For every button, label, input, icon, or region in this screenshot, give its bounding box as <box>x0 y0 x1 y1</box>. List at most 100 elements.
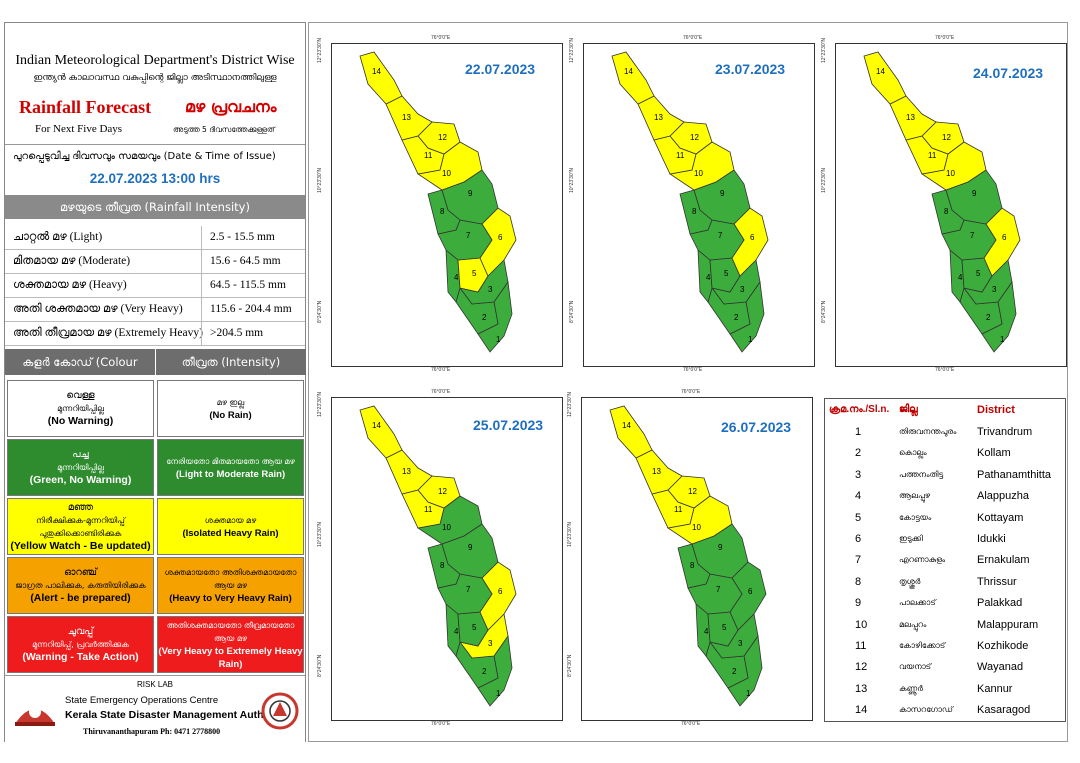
district-label: 4 <box>454 627 459 636</box>
district-shape-14 <box>863 51 907 105</box>
district-label: 2 <box>734 313 739 322</box>
district-row: 1 തിരുവനന്തപുരം Trivandrum <box>825 421 1065 442</box>
district-number: 8 <box>855 575 862 588</box>
district-row: 14 കാസറഗോഡ് Kasaragod <box>825 699 1065 720</box>
intensity-range: 64.5 - 115.5 mm <box>210 279 286 291</box>
intensity-desc-ml: ശക്തമായ മഴ <box>204 515 257 525</box>
header-block: Indian Meteorological Department's Distr… <box>5 23 305 143</box>
district-row: 13 കണ്ണൂർ Kannur <box>825 678 1065 699</box>
title-ml: ഇന്ത്യൻ കാലാവസ്ഥ വകുപ്പിന്റെ ജില്ലാ അടിസ… <box>33 73 277 83</box>
map-date: 24.07.2023 <box>973 65 1044 81</box>
latitude-label: 8°24'30"N <box>317 300 323 323</box>
district-number: 10 <box>855 618 868 631</box>
map-date: 25.07.2023 <box>473 417 544 433</box>
district-label: 1 <box>496 689 501 698</box>
district-label: 6 <box>1002 233 1007 242</box>
longitude-label: 76°0'0"E <box>683 367 703 373</box>
district-name-en: Kollam <box>977 447 1011 460</box>
district-row: 3 പത്തനംതിട്ട Pathanamthitta <box>825 464 1065 485</box>
district-label: 11 <box>676 151 685 160</box>
district-label: 4 <box>704 627 709 636</box>
divider <box>201 298 202 321</box>
district-table-header: ക്രമ.നം./Sl.n. ജില്ല District <box>825 399 1065 420</box>
forecast-ml: മഴ പ്രവചനം <box>185 97 277 116</box>
latitude-label: 12°23'30"N <box>821 37 827 63</box>
district-label: 3 <box>740 285 745 294</box>
colour-code-heading: കളർ കോഡ് (Colour Code) <box>5 349 155 395</box>
district-number: 7 <box>855 554 862 567</box>
intensity-desc-en: (Light to Moderate Rain) <box>175 468 286 480</box>
district-label: 8 <box>440 207 445 216</box>
intensity-box: മഴ ഇല്ല (No Rain) <box>157 380 304 437</box>
district-number: 14 <box>855 704 868 717</box>
district-label: 4 <box>958 273 963 282</box>
district-label: 11 <box>424 151 433 160</box>
intensity-box: ശക്തമായ മഴ (Isolated Heavy Rain) <box>157 498 304 555</box>
district-label: 3 <box>488 285 493 294</box>
district-label: 7 <box>718 231 723 240</box>
latitude-label: 10°23'30"N <box>569 167 575 193</box>
intensity-range: 115.6 - 204.4 mm <box>210 303 292 315</box>
district-row: 6 ഇടുക്കി Idukki <box>825 528 1065 549</box>
district-name-en: Idukki <box>977 533 1006 545</box>
colour-code-box: വെള്ള മുന്നറിയിപ്പില്ല (No Warning) <box>7 380 154 437</box>
issue-block: പുറപ്പെടുവിച്ച ദിവസവും സമയവും (Date & Ti… <box>5 144 305 193</box>
district-name-ml: പാലക്കാട് <box>899 598 936 608</box>
district-label: 13 <box>652 467 661 476</box>
longitude-label: 76°0'0"E <box>935 35 955 41</box>
district-label: 12 <box>942 133 951 142</box>
colour-desc-en: (Yellow Watch - Be updated) <box>10 539 151 552</box>
intensity-box: അതിശക്തമായതോ തീവ്രമായതോ ആയ മഴ (Very Heavy… <box>157 616 304 673</box>
district-label: 8 <box>690 561 695 570</box>
district-label: 11 <box>928 151 937 160</box>
subtitle-ml: അടുത്ത 5 ദിവസത്തേക്കുള്ളത് <box>173 125 275 134</box>
district-name-en: Kottayam <box>977 511 1024 524</box>
district-label: 2 <box>986 313 991 322</box>
district-name-en: Thrissur <box>977 575 1017 588</box>
district-name-en: Kozhikode <box>977 640 1029 652</box>
district-name-en: Alappuzha <box>977 490 1029 503</box>
district-label: 12 <box>688 487 697 496</box>
intensity-desc-ml: അതിശക്തമായതോ തീവ്രമായതോ ആയ മഴ <box>166 620 295 643</box>
district-name-en: Wayanad <box>977 661 1024 674</box>
divider <box>201 274 202 297</box>
district-name-ml: ആലപ്പുഴ <box>899 491 930 501</box>
divider <box>201 250 202 273</box>
district-label: 9 <box>468 189 473 198</box>
district-number: 1 <box>855 426 862 438</box>
district-row: 2 കൊല്ലം Kollam <box>825 442 1065 463</box>
district-label: 3 <box>992 285 997 294</box>
district-name-ml: വയനാട് <box>899 662 932 672</box>
intensity-row: ചാറ്റൽ മഴ (Light) 2.5 - 15.5 mm <box>5 226 305 250</box>
latitude-label: 10°23'30"N <box>317 521 323 547</box>
latitude-label: 10°23'30"N <box>317 167 323 193</box>
district-label: 11 <box>674 505 683 514</box>
intensity-label: ശക്തമായ മഴ (Heavy) <box>13 279 127 291</box>
colour-desc-en: (Warning - Take Action) <box>22 651 139 663</box>
colour-desc-ml: ജാഗ്രത പാലിക്കുക, കരുതിയിരിക്കുക <box>15 581 146 590</box>
latitude-label: 12°23'30"N <box>569 37 575 63</box>
intensity-row: ശക്തമായ മഴ (Heavy) 64.5 - 115.5 mm <box>5 274 305 298</box>
district-label: 13 <box>402 113 411 122</box>
district-label: 7 <box>716 585 721 594</box>
longitude-label: 76°0'0"E <box>681 389 701 395</box>
district-shape-14 <box>359 405 403 459</box>
forecast-map: 1 2 3 4 5 6 7 8 9 10 11 12 13 14 <box>331 43 563 367</box>
longitude-label: 76°0'0"E <box>683 35 703 41</box>
footer: RISK LAB State Emergency Operations Cent… <box>5 675 305 742</box>
district-label: 10 <box>442 169 451 178</box>
intensity-range: 2.5 - 15.5 mm <box>210 231 275 243</box>
district-label: 2 <box>732 667 737 676</box>
district-number: 3 <box>855 468 862 481</box>
district-label: 5 <box>472 623 477 632</box>
district-name-en: Pathanamthitta <box>977 468 1051 481</box>
intensity-row: മിതമായ മഴ (Moderate) 15.6 - 64.5 mm <box>5 250 305 274</box>
district-name-ml: കണ്ണൂർ <box>899 683 923 693</box>
district-name-ml: ഇടുക്കി <box>899 534 923 543</box>
district-number: 2 <box>855 447 862 460</box>
latitude-label: 8°24'30"N <box>821 300 827 323</box>
district-label: 5 <box>472 269 477 278</box>
district-label: 10 <box>694 169 703 178</box>
